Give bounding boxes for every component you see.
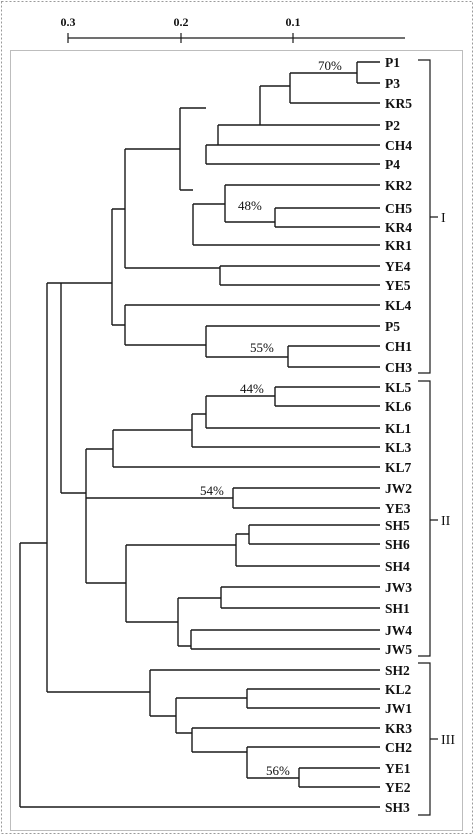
tree-branches [19, 61, 380, 808]
leaf-labels: P1 P3 KR5 P2 CH4 P4 KR2 CH5 KR4 KR1 YE4 … [385, 55, 412, 815]
branch-node [60, 282, 112, 494]
branch-node [220, 586, 380, 609]
leaf-label: KR3 [385, 721, 412, 736]
cluster-label: II [441, 514, 451, 529]
leaf-label: CH1 [385, 339, 412, 354]
leaf-label: P3 [385, 76, 400, 91]
branch-node [149, 669, 380, 717]
scale-tick-label: 0.3 [61, 15, 76, 29]
support-values: 70% 48% 55% 44% 54% 56% [200, 58, 342, 778]
branch-node [86, 487, 380, 509]
branch-node [112, 429, 380, 468]
support-label: 55% [250, 340, 274, 355]
branch-node [46, 282, 150, 693]
branch-node [224, 184, 380, 223]
leaf-label: KL1 [385, 421, 412, 436]
leaf-label: JW3 [385, 580, 412, 595]
branch-node [175, 697, 247, 734]
leaf-label: CH5 [385, 201, 412, 216]
branch-node [124, 304, 380, 346]
branch-node [235, 533, 380, 567]
branch-node [219, 265, 380, 286]
branch-node [192, 203, 380, 246]
branch-node [205, 325, 380, 358]
inner-frame [10, 50, 463, 831]
branch-node [246, 688, 380, 709]
leaf-label: SH4 [385, 559, 410, 574]
leaf-label: YE3 [385, 501, 411, 516]
leaf-label: JW5 [385, 642, 412, 657]
leaf-label: P1 [385, 55, 400, 70]
branch-node [287, 345, 380, 368]
branch-node [298, 767, 380, 788]
leaf-label: CH4 [385, 138, 412, 153]
branch-node [274, 207, 380, 228]
leaf-label: KL6 [385, 399, 412, 414]
leaf-label: P2 [385, 118, 400, 133]
leaf-label: KR1 [385, 238, 412, 253]
support-label: 48% [238, 198, 262, 213]
support-label: 54% [200, 483, 224, 498]
leaf-label: SH1 [385, 601, 410, 616]
leaf-label: P4 [385, 157, 400, 172]
branch-node [125, 544, 236, 623]
leaf-label: KR2 [385, 178, 412, 193]
leaf-label: YE4 [385, 259, 411, 274]
branch-node [111, 208, 125, 326]
leaf-label: CH3 [385, 360, 412, 375]
branch-root [19, 542, 380, 808]
branch-node [124, 148, 220, 269]
cluster-brackets: I II III [418, 59, 455, 816]
leaf-label: SH5 [385, 518, 410, 533]
branch-node [191, 727, 380, 753]
leaf-label: KL4 [385, 298, 412, 313]
branch-node [248, 524, 380, 545]
cluster-bracket-iii [418, 662, 438, 816]
leaf-label: SH2 [385, 663, 410, 678]
leaf-label: P5 [385, 319, 400, 334]
support-label: 56% [266, 763, 290, 778]
leaf-label: SH6 [385, 537, 410, 552]
branch-node [177, 597, 221, 647]
leaf-label: JW2 [385, 481, 412, 496]
distance-scale: 0.3 0.2 0.1 [61, 15, 405, 43]
branch-node [190, 629, 380, 650]
cluster-bracket-ii [418, 380, 438, 657]
leaf-label: JW1 [385, 701, 412, 716]
leaf-label: JW4 [385, 623, 412, 638]
branch-node [205, 144, 380, 165]
cluster-label: I [441, 211, 446, 226]
branch-node [356, 61, 380, 84]
leaf-label: KL2 [385, 682, 412, 697]
leaf-label: YE5 [385, 278, 411, 293]
support-label: 70% [318, 58, 342, 73]
branch-node [85, 448, 126, 584]
branch-node [274, 386, 380, 407]
scale-tick-label: 0.2 [174, 15, 189, 29]
leaf-label: KR5 [385, 96, 412, 111]
branch-node [259, 85, 380, 126]
branch-node [205, 395, 380, 429]
scale-tick-label: 0.1 [286, 15, 301, 29]
support-label: 44% [240, 381, 264, 396]
branch-node [179, 107, 206, 191]
branch-node [217, 124, 380, 146]
leaf-label: KL5 [385, 380, 412, 395]
branch-node [289, 72, 380, 104]
branch-node [191, 413, 380, 448]
leaf-label: KL3 [385, 440, 412, 455]
cluster-label: III [441, 733, 455, 748]
leaf-label: KR4 [385, 220, 412, 235]
branch-node [246, 746, 380, 779]
leaf-label: SH3 [385, 800, 410, 815]
leaf-label: KL7 [385, 460, 412, 475]
leaf-label: YE2 [385, 780, 411, 795]
leaf-label: YE1 [385, 761, 411, 776]
cluster-bracket-i [418, 59, 438, 374]
leaf-label: CH2 [385, 740, 412, 755]
